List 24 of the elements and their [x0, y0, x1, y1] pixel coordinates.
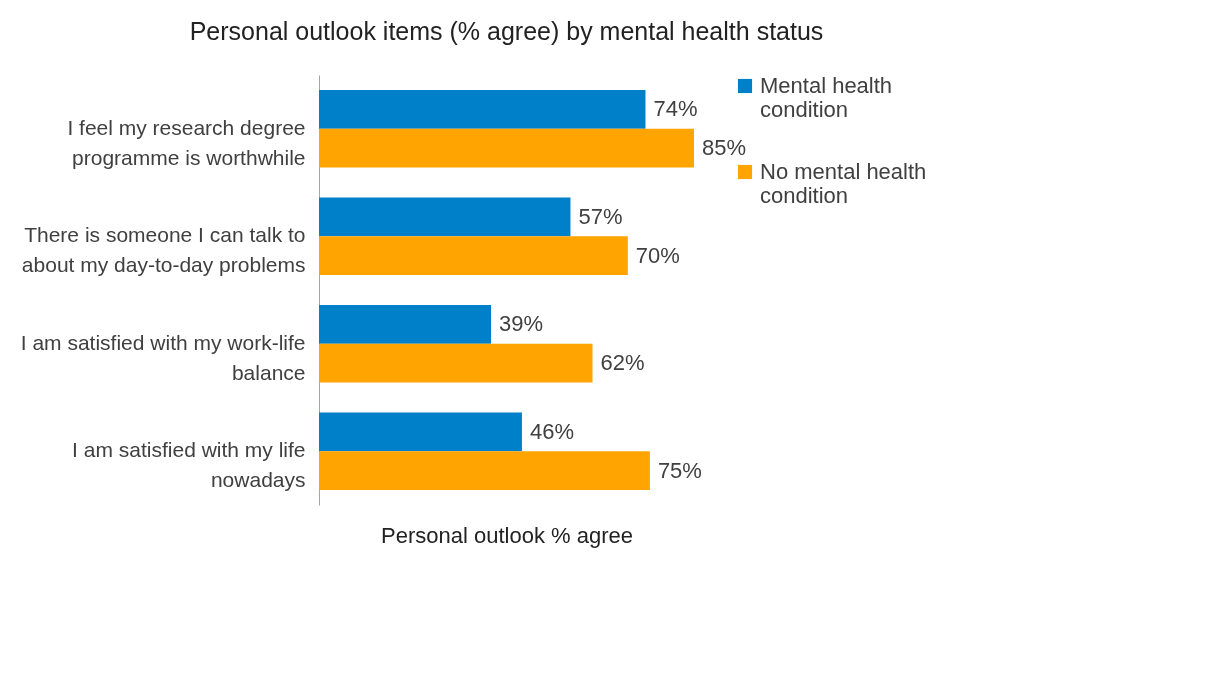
y-tick-label: There is someone I can talk to about my day-to-day problems — [21, 223, 306, 277]
bar — [319, 343, 593, 383]
y-tick-label: I am satisfied with my life nowadays — [72, 438, 306, 492]
data-label: 39% — [499, 311, 544, 337]
bar — [319, 305, 492, 344]
bar — [319, 412, 522, 452]
bar — [319, 451, 650, 490]
bar — [319, 90, 646, 129]
legend-label: No mental health condition — [760, 159, 927, 208]
y-tick-label: I am satisfied with my work-life balance — [20, 330, 306, 384]
x-axis-title: Personal outlook % agree — [381, 522, 633, 548]
data-label: 74% — [653, 96, 698, 122]
data-label: 46% — [529, 418, 574, 444]
legend-label: Mental health condition — [760, 73, 893, 122]
data-label: 70% — [635, 242, 680, 268]
bar — [319, 197, 571, 237]
bar — [319, 128, 694, 168]
data-label: 57% — [578, 203, 623, 229]
bar — [319, 236, 628, 275]
data-label: 62% — [600, 350, 645, 376]
y-tick-label: I feel my research degree programme is worthwhile — [67, 115, 306, 169]
data-label: 85% — [702, 135, 747, 161]
data-label: 75% — [657, 457, 702, 483]
chart-title: Personal outlook items (% agree) by mental health status — [189, 17, 824, 45]
